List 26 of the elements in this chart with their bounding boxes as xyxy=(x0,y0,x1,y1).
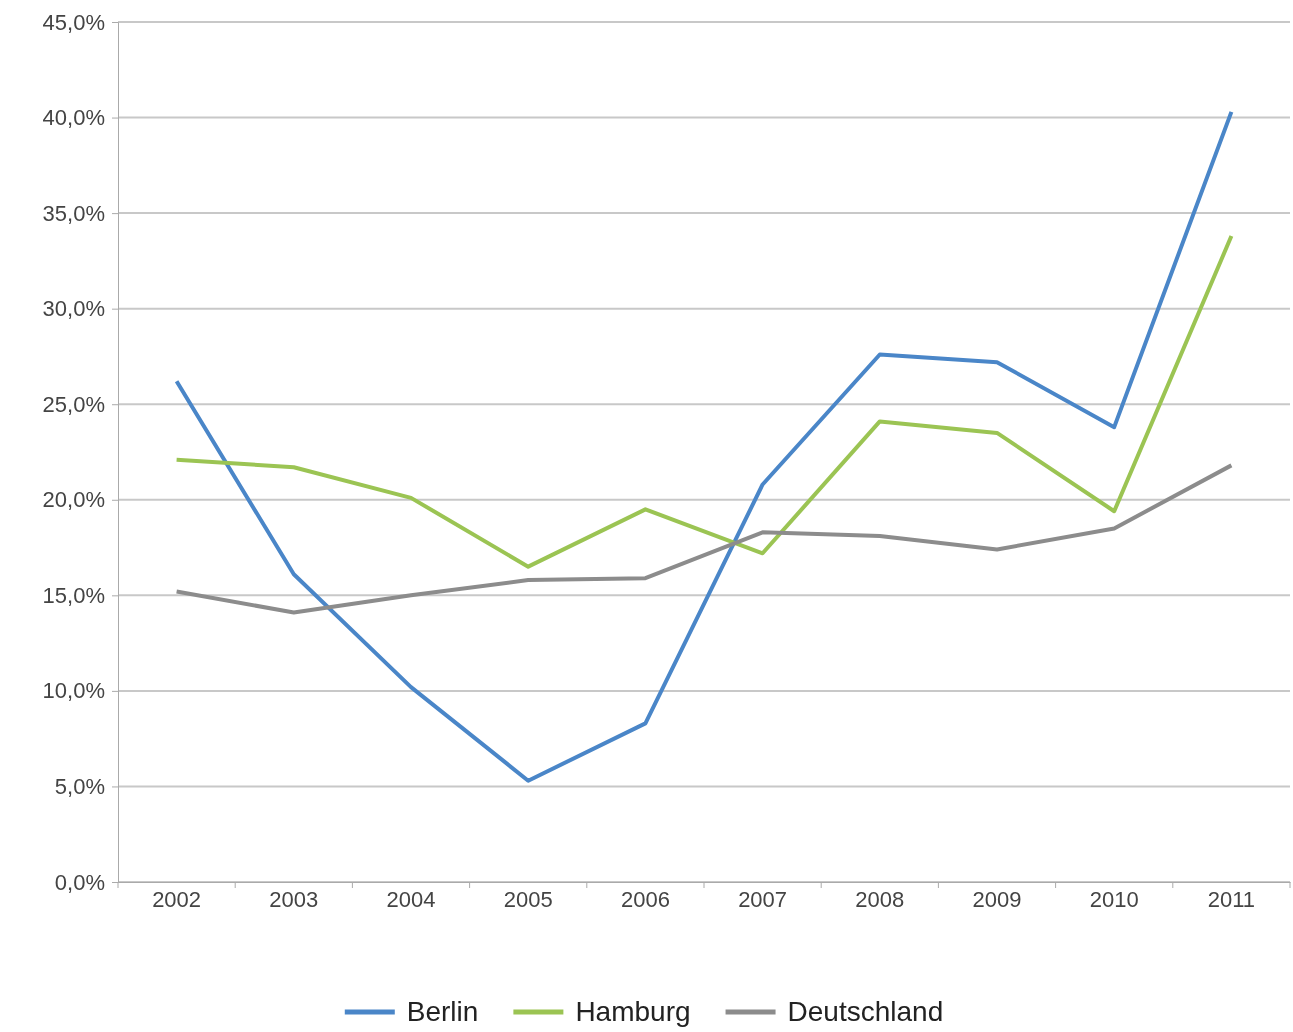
x-tick-label: 2007 xyxy=(738,887,788,912)
y-tick-label: 25,0% xyxy=(42,391,105,417)
x-tick-label: 2010 xyxy=(1089,887,1139,912)
y-tick-label: 20,0% xyxy=(42,487,105,513)
x-tick-label: 2002 xyxy=(152,887,202,912)
y-tick-label: 5,0% xyxy=(54,773,105,799)
x-tick-label: 2009 xyxy=(972,887,1022,912)
x-tick-label: 2005 xyxy=(503,887,553,912)
legend-label: Deutschland xyxy=(787,996,944,1027)
x-tick-label: 2011 xyxy=(1207,887,1256,912)
x-tick-label: 2006 xyxy=(620,887,670,912)
legend-label: Berlin xyxy=(406,996,479,1027)
y-tick-label: 40,0% xyxy=(42,105,105,131)
line-series xyxy=(174,234,1234,569)
x-tick-label: 2003 xyxy=(269,887,319,912)
y-tick-label: 10,0% xyxy=(42,678,105,704)
x-tick-label: 2004 xyxy=(386,887,436,912)
y-tick-label: 45,0% xyxy=(42,9,105,35)
x-tick-label: 2008 xyxy=(855,887,905,912)
y-tick-label: 35,0% xyxy=(42,200,105,226)
legend-label: Hamburg xyxy=(575,996,691,1027)
y-tick-label: 30,0% xyxy=(42,296,105,322)
y-tick-label: 0,0% xyxy=(54,869,105,895)
line-series xyxy=(174,463,1234,615)
line-series xyxy=(174,109,1234,783)
y-tick-label: 15,0% xyxy=(42,582,105,608)
